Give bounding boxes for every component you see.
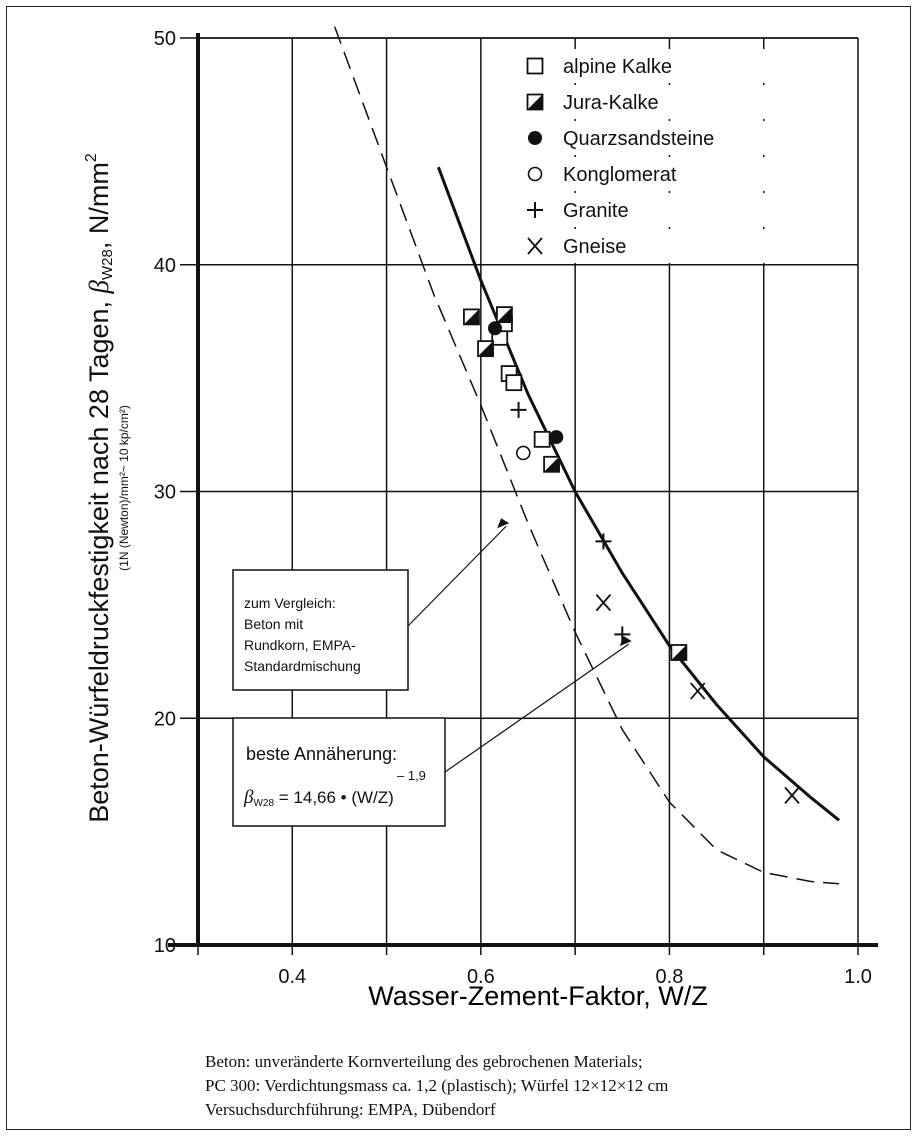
x-axis-label: Wasser-Zement-Faktor, W/Z — [368, 981, 708, 1011]
legend-bg — [521, 121, 806, 155]
legend-label: Quarzsandsteine — [563, 128, 714, 150]
legend: alpine Kalke Jura-Kalke Quarzsandsteine Kon… — [521, 49, 806, 263]
legend-bg — [521, 229, 806, 263]
data-point-filled-circle — [549, 430, 564, 445]
y-axis-label-unit: , N/mm — [84, 162, 114, 249]
comparison-note-line: Beton mit — [244, 616, 303, 632]
annotations: zum Vergleich: Beton mit Rundkorn, EMPA- St… — [232, 518, 632, 827]
data-point-open-square — [505, 374, 523, 392]
comparison-note-line: Standardmischung — [244, 658, 361, 674]
data-point-half-square — [496, 306, 513, 324]
y-axis-note: (1N (Newton)/mm²~ 10 kp/cm²) — [117, 405, 131, 571]
comparison-note-box — [232, 569, 409, 691]
x-tick-label: 0.6 — [467, 966, 495, 988]
data-point-plus — [510, 401, 527, 418]
data-point-half-square-fill — [671, 644, 687, 660]
y-axis-label-sup: 2 — [83, 153, 100, 162]
comparison-note-line: Rundkorn, EMPA- — [244, 637, 356, 653]
figure-caption: Beton: unveränderte Kornverteilung des g… — [205, 1050, 885, 1122]
data-point-half-square — [670, 644, 688, 661]
y-axis-label-sub: W28 — [99, 249, 116, 280]
data-point-filled-circle — [488, 321, 502, 336]
legend-marker — [528, 131, 542, 145]
x-tick-label: 0.4 — [278, 966, 306, 988]
legend-marker — [526, 93, 544, 111]
comparison-arrowhead — [497, 518, 510, 529]
best-fit-arrow — [444, 643, 630, 773]
legend-marker — [527, 166, 543, 182]
legend-marker — [527, 202, 543, 218]
axes — [168, 33, 878, 947]
data-point-half-square-fill — [496, 307, 512, 323]
y-tick-label: 20 — [154, 708, 176, 730]
legend-marker — [527, 237, 543, 255]
y-tick-label: 10 — [154, 935, 176, 957]
data-point-x — [595, 594, 612, 612]
legend-marker-fill — [527, 94, 543, 110]
best-fit-title: beste Annäherung: — [246, 744, 397, 764]
legend-label: alpine Kalke — [563, 56, 672, 78]
legend-label: Gneise — [563, 236, 626, 258]
data-point-half-square — [477, 340, 494, 358]
best-fit-formula: βW28 = 14,66 • (W/Z) — [243, 787, 394, 809]
y-axis-label-main: Beton-Würfeldruckfestigkeit nach 28 Tage… — [84, 293, 114, 822]
data-point-plus — [614, 626, 631, 643]
legend-bg — [521, 49, 806, 83]
y-axis-label-beta: β — [84, 279, 114, 294]
x-tick-label: 0.8 — [656, 966, 684, 988]
comparison-arrow — [407, 525, 507, 627]
comparison-note-line: zum Vergleich: — [244, 595, 336, 611]
legend-label: Granite — [563, 200, 629, 222]
best-fit-exponent: – 1,9 — [397, 768, 426, 783]
data-point-half-square-fill — [478, 341, 494, 357]
y-tick-label: 30 — [154, 482, 176, 504]
data-point-half-square-fill — [544, 456, 560, 472]
caption-line-2: PC 300: Verdichtungsmass ca. 1,2 (plasti… — [205, 1076, 669, 1095]
data-point-open-square — [533, 430, 551, 448]
data-point-x — [690, 682, 706, 700]
y-tick-label: 50 — [154, 28, 176, 50]
y-tick-label: 40 — [154, 255, 176, 277]
data-points — [463, 306, 800, 804]
data-point-half-square — [543, 455, 560, 473]
legend-marker — [526, 57, 544, 75]
legend-label: Konglomerat — [563, 164, 677, 186]
comparison-curve — [333, 26, 840, 885]
legend-bg — [521, 85, 806, 119]
legend-bg — [521, 157, 806, 191]
data-point-half-square — [463, 308, 480, 326]
y-axis-label: Beton-Würfeldruckfestigkeit nach 28 Tage… — [83, 153, 116, 823]
data-point-plus — [595, 533, 612, 550]
legend-label: Jura-Kalke — [563, 92, 659, 114]
caption-line-1: Beton: unveränderte Kornverteilung des g… — [205, 1052, 643, 1071]
x-tick-label: 1.0 — [844, 966, 872, 988]
ticks: 10 20 30 40 50 0.4 0.6 0.8 1.0 — [154, 28, 872, 988]
best-fit-arrowhead — [619, 636, 632, 647]
legend-bg — [521, 193, 806, 227]
caption-line-3: Versuchsdurchführung: EMPA, Dübendorf — [205, 1100, 496, 1119]
figure-frame — [6, 6, 911, 1130]
data-point-open-circle — [515, 445, 531, 461]
data-point-half-square-fill — [463, 309, 479, 325]
data-point-x — [784, 786, 800, 804]
